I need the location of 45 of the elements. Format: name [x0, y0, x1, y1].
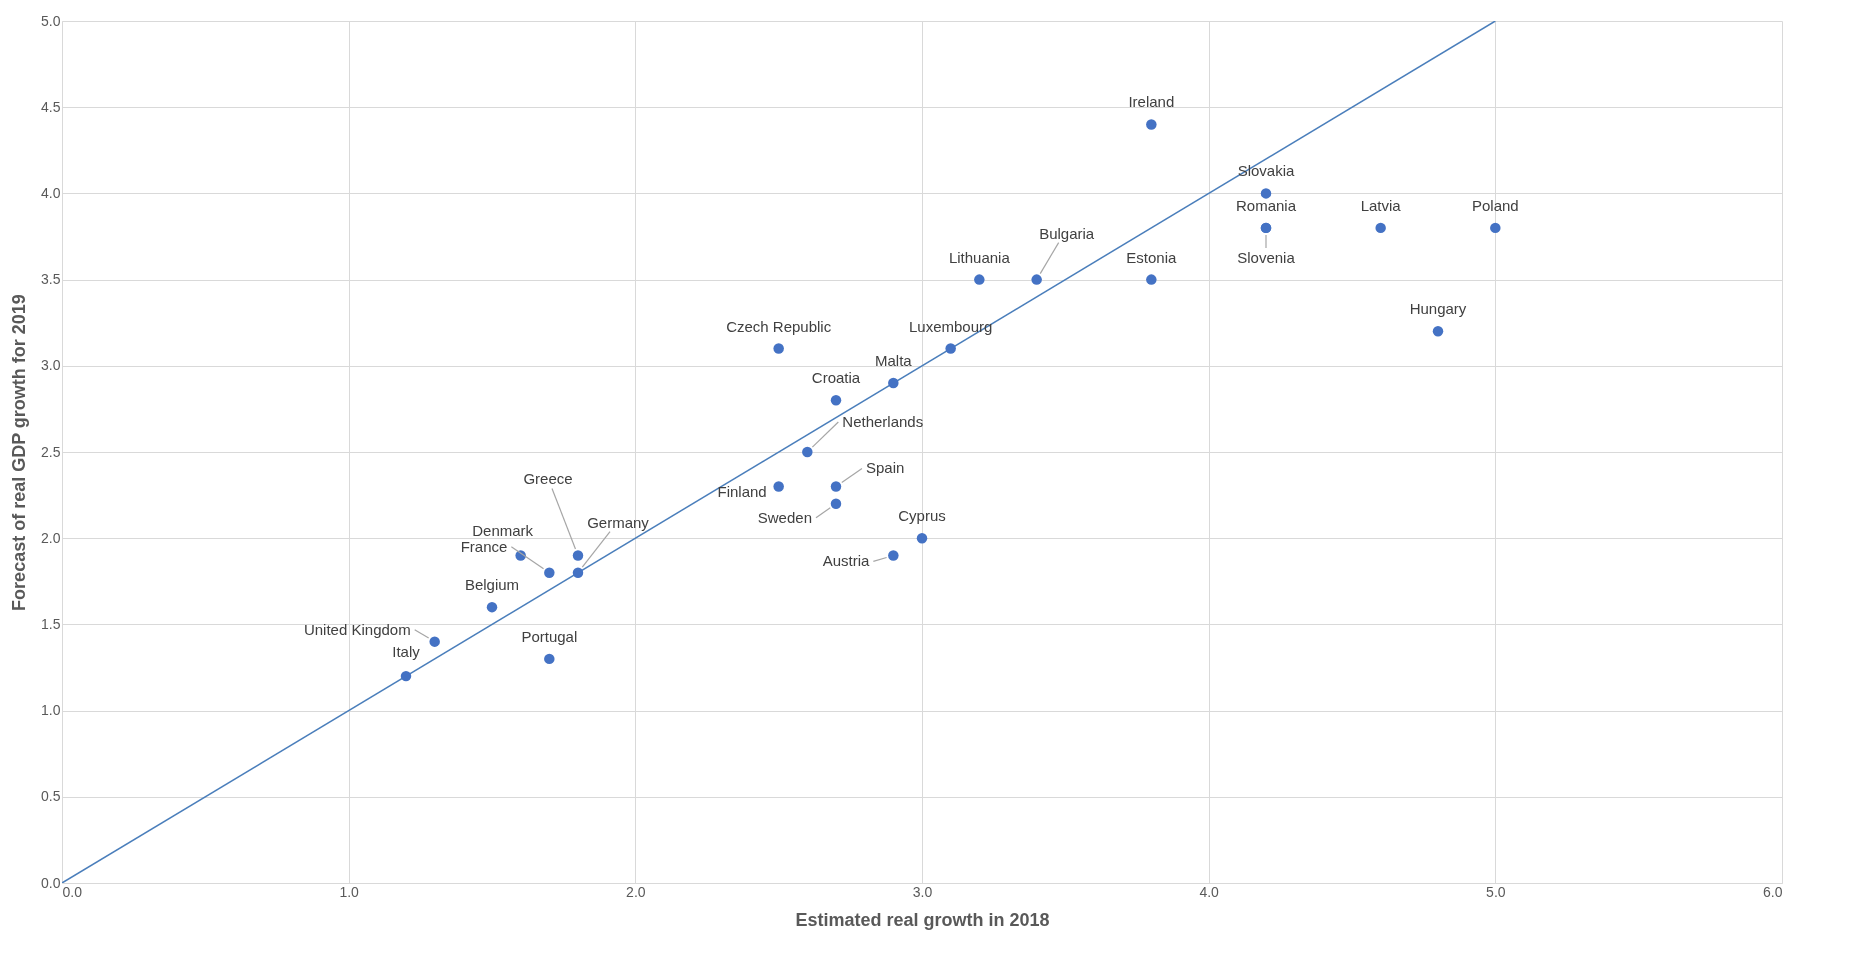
annotation: Finland [717, 483, 767, 501]
annotation: Croatia [811, 369, 861, 387]
annotation: United Kingdom [303, 620, 411, 638]
annotation: Italy [392, 643, 421, 661]
annotation: Romania [1235, 196, 1297, 214]
x-tick-label: 4.0 [1199, 883, 1220, 900]
x-tick-label: 3.0 [912, 883, 933, 900]
annotation: Poland [1471, 196, 1519, 214]
annotation: Denmark [472, 522, 534, 540]
y-tick-label: 2.5 [41, 443, 61, 460]
annotation: Greece [523, 470, 573, 488]
y-tick-label: 1.0 [41, 702, 61, 719]
y-tick-label: 3.0 [41, 357, 61, 374]
annotation: Austria [822, 552, 870, 570]
annotation: Hungary [1409, 300, 1467, 318]
x-tick-label: 6.0 [1763, 883, 1783, 900]
annotation: Sweden [757, 508, 812, 526]
annotation: Estonia [1126, 248, 1177, 266]
annotation: Portugal [521, 627, 578, 645]
annotation: Germany [587, 513, 650, 531]
x-axis-title: Estimated real growth in 2018 [795, 909, 1050, 930]
x-tick-label: 5.0 [1486, 883, 1506, 900]
annotation: Lithuania [948, 248, 1011, 266]
y-tick-label: 4.5 [41, 98, 61, 115]
annotation: France [460, 537, 508, 555]
x-tick-label: 0.0 [62, 883, 83, 900]
y-tick-label: 2.0 [41, 529, 61, 546]
y-tick-label: 3.5 [41, 271, 61, 288]
x-tick-label: 2.0 [626, 883, 646, 900]
y-axis-title: Forecast of real GDP growth for 2019 [9, 294, 30, 611]
annotation: Bulgaria [1039, 224, 1095, 242]
annotation: Cyprus [898, 507, 946, 525]
annotation: Belgium [464, 576, 520, 594]
y-tick-label: 5.0 [41, 12, 61, 29]
y-tick-label: 0.5 [41, 788, 61, 805]
annotation: Netherlands [842, 413, 924, 430]
x-tick-label: 1.0 [339, 883, 360, 900]
y-tick-label: 1.5 [41, 615, 61, 632]
y-tick-label: 4.0 [41, 184, 61, 201]
annotation: Czech Republic [726, 317, 832, 335]
annotation: Spain [866, 459, 905, 477]
annotation: Slovenia [1237, 248, 1296, 266]
annotation: Latvia [1360, 196, 1402, 214]
annotation: Ireland [1128, 93, 1175, 111]
annotation: Malta [874, 352, 913, 370]
